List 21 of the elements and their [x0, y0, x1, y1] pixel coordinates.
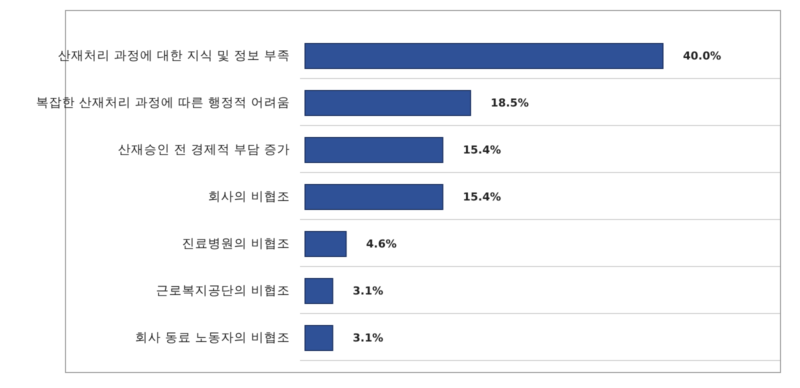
- y-tick-label: 진료병원의 비협조: [182, 236, 290, 250]
- data-label: 15.4%: [462, 144, 501, 156]
- data-label: 3.1%: [352, 284, 384, 298]
- y-tick-label: 회사의 비협조: [208, 188, 290, 204]
- data-label: 15.4%: [462, 190, 501, 204]
- y-tick-label: 산재처리 과정에 대한 지식 및 정보 부족: [58, 48, 290, 62]
- y-tick-label: 산재승인 전 경제적 부담 증가: [118, 142, 290, 156]
- bar: [304, 90, 472, 116]
- bar: [304, 231, 347, 257]
- data-label: 4.6%: [366, 238, 397, 250]
- bar: [304, 184, 444, 210]
- data-label: 18.5%: [490, 96, 529, 110]
- y-tick-label: 근로복지공단의 비협조: [156, 282, 290, 298]
- y-tick-label: 복잡한 산재처리 과정에 따른 행정적 어려움: [36, 94, 290, 110]
- data-label: 3.1%: [352, 332, 384, 344]
- data-label: 40.0%: [683, 50, 722, 62]
- bar: [304, 325, 334, 351]
- bar: [304, 43, 664, 69]
- bar: [304, 278, 334, 304]
- y-tick-label: 회사 동료 노동자의 비협조: [135, 330, 290, 344]
- bar: [304, 137, 444, 163]
